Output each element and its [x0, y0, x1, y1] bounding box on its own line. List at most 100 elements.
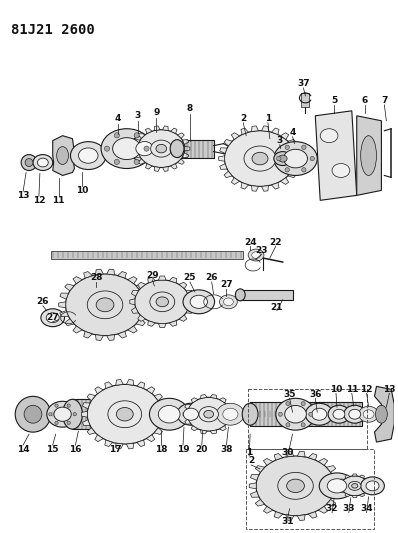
Polygon shape	[308, 512, 317, 518]
Ellipse shape	[256, 456, 335, 516]
Polygon shape	[359, 475, 365, 478]
Ellipse shape	[177, 403, 205, 425]
Bar	[248, 389, 367, 449]
Ellipse shape	[158, 406, 180, 423]
Text: 14: 14	[17, 445, 29, 454]
Polygon shape	[185, 147, 190, 151]
Ellipse shape	[320, 129, 338, 143]
Polygon shape	[250, 474, 259, 480]
Ellipse shape	[344, 405, 366, 423]
Polygon shape	[105, 440, 113, 447]
Ellipse shape	[62, 399, 82, 429]
Ellipse shape	[327, 479, 347, 493]
Polygon shape	[295, 156, 301, 161]
Polygon shape	[60, 311, 68, 317]
Circle shape	[310, 156, 314, 161]
Polygon shape	[136, 284, 145, 291]
Circle shape	[15, 397, 51, 432]
Polygon shape	[82, 419, 90, 426]
Ellipse shape	[223, 408, 238, 420]
Circle shape	[134, 159, 139, 165]
Polygon shape	[138, 133, 145, 139]
Text: 18: 18	[155, 445, 168, 454]
Polygon shape	[332, 491, 341, 497]
Text: 11: 11	[53, 196, 65, 205]
Ellipse shape	[248, 249, 264, 261]
Polygon shape	[226, 419, 232, 424]
Polygon shape	[87, 394, 96, 401]
Ellipse shape	[37, 158, 48, 167]
Ellipse shape	[190, 295, 207, 309]
Polygon shape	[274, 454, 283, 460]
Ellipse shape	[33, 155, 53, 171]
Ellipse shape	[217, 403, 244, 425]
Polygon shape	[59, 302, 66, 308]
Polygon shape	[144, 302, 151, 308]
Polygon shape	[154, 167, 160, 171]
Circle shape	[21, 155, 37, 171]
Ellipse shape	[116, 408, 133, 421]
Circle shape	[285, 168, 289, 172]
Polygon shape	[134, 153, 140, 158]
Circle shape	[24, 405, 42, 423]
Circle shape	[286, 401, 290, 406]
Circle shape	[144, 146, 149, 151]
Ellipse shape	[312, 408, 327, 420]
Polygon shape	[352, 496, 357, 498]
Ellipse shape	[235, 289, 245, 301]
Polygon shape	[84, 271, 92, 278]
Polygon shape	[73, 277, 82, 284]
Polygon shape	[127, 443, 134, 449]
Ellipse shape	[352, 483, 358, 488]
Polygon shape	[142, 293, 150, 299]
Circle shape	[302, 168, 306, 172]
Circle shape	[55, 404, 58, 407]
Polygon shape	[148, 321, 155, 326]
Polygon shape	[116, 443, 123, 449]
Polygon shape	[241, 128, 248, 134]
Polygon shape	[345, 494, 350, 497]
Bar	[246, 449, 375, 529]
Polygon shape	[261, 185, 269, 191]
Bar	[51, 410, 278, 418]
Polygon shape	[220, 148, 227, 154]
Ellipse shape	[375, 405, 387, 423]
Text: 4: 4	[115, 114, 121, 123]
Text: 37: 37	[297, 79, 310, 88]
Polygon shape	[128, 277, 137, 284]
Polygon shape	[255, 499, 265, 506]
Polygon shape	[224, 171, 232, 177]
Polygon shape	[261, 126, 269, 132]
Polygon shape	[252, 126, 258, 132]
Ellipse shape	[285, 406, 306, 423]
Polygon shape	[263, 506, 273, 513]
Text: 9: 9	[153, 108, 160, 117]
Ellipse shape	[78, 148, 98, 163]
Polygon shape	[146, 435, 155, 442]
Circle shape	[277, 156, 281, 161]
Text: 3: 3	[135, 111, 141, 120]
Polygon shape	[138, 315, 146, 321]
Ellipse shape	[156, 297, 168, 306]
Circle shape	[104, 146, 109, 151]
Ellipse shape	[242, 403, 258, 425]
Ellipse shape	[183, 408, 199, 420]
Polygon shape	[162, 126, 168, 131]
Polygon shape	[127, 379, 134, 385]
Polygon shape	[162, 167, 168, 171]
Polygon shape	[82, 411, 88, 417]
Circle shape	[301, 401, 305, 406]
Text: 5: 5	[331, 96, 337, 106]
Circle shape	[25, 158, 33, 166]
Ellipse shape	[278, 472, 313, 499]
Polygon shape	[95, 435, 103, 442]
Text: 25: 25	[183, 273, 196, 282]
Polygon shape	[365, 479, 370, 482]
Polygon shape	[87, 428, 96, 434]
Ellipse shape	[328, 405, 350, 423]
Text: 33: 33	[343, 504, 355, 513]
Ellipse shape	[150, 140, 172, 157]
Polygon shape	[271, 128, 279, 134]
Ellipse shape	[96, 298, 114, 312]
Ellipse shape	[224, 298, 233, 305]
